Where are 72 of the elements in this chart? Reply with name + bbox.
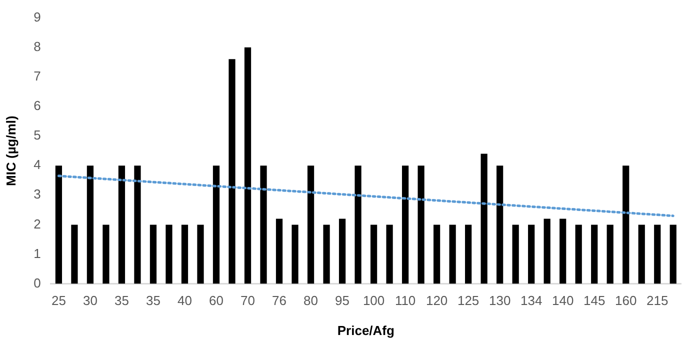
bar	[55, 166, 62, 284]
x-axis-title: Price/Afg	[337, 322, 395, 338]
bar	[181, 224, 188, 284]
bar	[354, 166, 362, 284]
bar	[338, 218, 346, 284]
y-tick-label: 4	[34, 157, 41, 172]
x-tick-label: 35	[114, 293, 129, 308]
bar	[622, 166, 630, 284]
bar	[402, 166, 409, 284]
bar	[449, 224, 456, 284]
y-tick-label: 2	[34, 216, 41, 232]
bar	[370, 224, 378, 284]
bar	[102, 224, 110, 284]
y-tick-label: 9	[34, 9, 41, 24]
bar	[323, 224, 330, 284]
bar	[480, 154, 488, 284]
bar	[654, 224, 661, 284]
x-tick-label: 100	[362, 293, 385, 308]
bar	[118, 166, 126, 284]
bar	[544, 218, 550, 284]
bar	[86, 166, 94, 284]
x-tick-label: 70	[240, 293, 255, 308]
bar	[465, 224, 472, 284]
y-tick-label: 0	[34, 275, 41, 290]
bar	[606, 224, 614, 284]
bar	[434, 224, 440, 284]
bar	[418, 166, 424, 284]
x-tick-label: 95	[335, 293, 350, 308]
x-tick-label: 25	[51, 293, 66, 308]
x-tick-label: 130	[488, 293, 511, 308]
x-tick-label: 160	[615, 293, 637, 308]
bar	[575, 224, 582, 284]
x-tick-label: 35	[146, 293, 160, 308]
x-tick-label: 134	[520, 293, 542, 308]
x-tick-label: 30	[82, 293, 98, 308]
bar	[212, 166, 220, 284]
y-tick-label: 5	[34, 128, 41, 143]
bar	[638, 224, 645, 284]
y-tick-label: 8	[34, 38, 41, 54]
y-tick-label: 3	[34, 186, 41, 202]
x-tick-label: 60	[209, 293, 224, 308]
bar	[670, 224, 676, 284]
bar	[591, 224, 598, 284]
x-tick-label: 40	[178, 293, 192, 308]
bar	[528, 224, 535, 284]
x-tick-label: 76	[272, 293, 286, 308]
bar	[197, 224, 204, 284]
x-tick-label: 215	[646, 293, 668, 308]
bar	[292, 224, 298, 284]
bar	[166, 224, 172, 284]
x-tick-label: 80	[304, 293, 318, 308]
x-tick-label: 140	[552, 293, 574, 308]
bar	[71, 224, 78, 284]
x-tick-label: 145	[584, 293, 606, 308]
bar	[560, 218, 566, 284]
bar	[386, 224, 393, 284]
x-tick-label: 120	[426, 293, 448, 308]
bar	[134, 166, 141, 284]
y-tick-label: 1	[34, 246, 41, 261]
bar	[260, 166, 267, 284]
bar	[307, 166, 314, 284]
bar	[228, 59, 236, 284]
x-tick-label: 110	[394, 293, 416, 308]
y-axis-title: MIC (µg/ml)	[3, 116, 18, 186]
bar	[150, 224, 157, 284]
bar	[244, 47, 252, 284]
y-tick-label: 6	[34, 98, 41, 114]
bar	[512, 224, 519, 284]
bar	[276, 218, 283, 284]
x-tick-label: 125	[457, 293, 480, 308]
y-tick-label: 7	[34, 68, 41, 84]
bar	[496, 166, 504, 284]
